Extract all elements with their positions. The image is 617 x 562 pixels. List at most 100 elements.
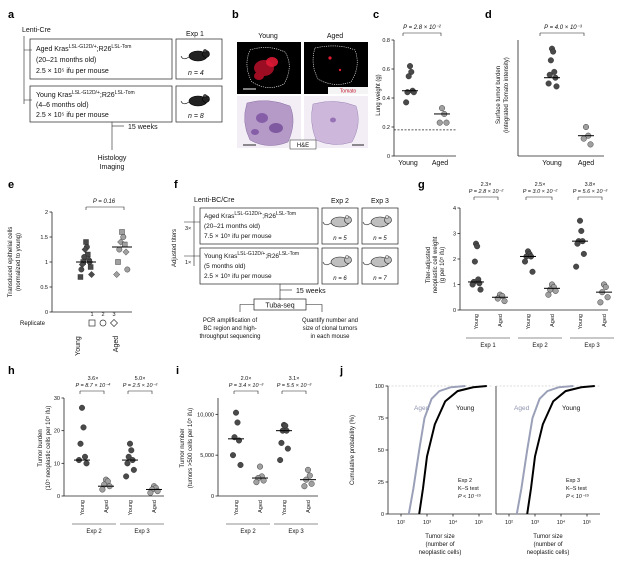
c-points: [402, 63, 450, 126]
h-ytick-label: 10: [54, 461, 60, 467]
e-legend-circle: [99, 319, 107, 327]
d-young-point: [547, 57, 554, 64]
d-aged-point: [583, 123, 590, 130]
i-young-point: [232, 409, 239, 416]
f-aged-exp2-mouse-icon: [322, 215, 352, 228]
d-points: [544, 45, 594, 148]
e-ytick-label: 1.5: [40, 235, 48, 241]
h-young-point: [81, 453, 88, 460]
e-point-diamond: [81, 246, 89, 253]
f-right-text-3: in each mouse: [310, 334, 350, 340]
g-young-point: [578, 227, 585, 234]
j-aged-label-1: Aged: [414, 405, 430, 412]
j-xlabel-1-a: Tumor size: [425, 534, 455, 540]
f-young-n3: n = 7: [373, 276, 387, 282]
j-curve-young: [418, 385, 487, 515]
g-xlabel-young: Young: [578, 314, 584, 329]
a-young-age: (4–6 months old): [36, 102, 89, 109]
h-ylabel-2: (10⁵ neoplastic cells per 10⁵ ifu): [45, 406, 52, 491]
e-point-diamond: [88, 271, 96, 278]
i-points: [228, 409, 316, 490]
e-xlabel-young: Young: [75, 336, 82, 356]
e-point-circle: [78, 266, 85, 273]
d-young-point: [551, 68, 558, 75]
e-point-diamond: [117, 238, 125, 246]
j-xlabel-2-b: (number of: [533, 542, 562, 548]
d-young-point: [553, 83, 560, 90]
j-xtick-label: 10²: [397, 520, 405, 526]
h-aged-point: [147, 489, 154, 496]
g-xlabel-aged: Aged: [550, 314, 556, 327]
e-point-circle: [120, 234, 127, 240]
j-young-label-2: Young: [562, 405, 581, 412]
g-exp-label: Exp 3: [584, 343, 600, 349]
e-point-circle: [116, 246, 123, 253]
g-young-point: [469, 281, 476, 288]
j-aged-label-2: Aged: [514, 405, 530, 412]
j-test-1: K–S test: [458, 486, 479, 492]
h-p-2: P = 2.5 × 10⁻³: [123, 383, 158, 389]
e-xlabel-aged: Aged: [113, 336, 120, 352]
g-ylabel-2: neoplastic cell weight: [433, 236, 439, 293]
j-p-1: P < 10⁻¹⁶: [458, 493, 482, 500]
c-ylabel: Lung weight (g): [376, 74, 382, 115]
g-young-point: [522, 258, 529, 265]
f-young-exp2-mouse-icon: [322, 255, 352, 268]
c-aged-point: [436, 119, 443, 126]
d-xlabel-aged: Aged: [578, 160, 594, 167]
d-pvalue: P = 4.0 × 10⁻³: [544, 25, 583, 31]
g-exp-label: Exp 2: [532, 343, 548, 349]
c-young-point: [405, 73, 412, 80]
c-xlabel-young: Young: [398, 160, 418, 167]
c-young-point: [408, 68, 415, 75]
f-aged-dose: 7.5 × 10⁵ ifu per mouse: [204, 233, 272, 240]
c-pvalue: P = 2.8 × 10⁻²: [403, 25, 442, 31]
d-ylabel-2: (integrated Tomato intensity): [504, 57, 510, 133]
i-young-point: [282, 422, 289, 429]
g-exp-label: Exp 1: [480, 343, 496, 349]
j-axes: 0 25 50 75 100 10² 10³ 10⁴ 10⁵ 10² 10³ 10⁴ 10⁵: [375, 384, 600, 526]
i-aged-point: [306, 472, 313, 479]
h-exp-label: Exp 3: [134, 529, 150, 535]
i-young-point: [237, 461, 244, 468]
j-ytick-label: 25: [378, 480, 384, 486]
f-aged-exp3-mouse-icon: [362, 215, 392, 228]
f-titers-label: Adjusted titers: [172, 229, 178, 267]
h-young-point: [124, 460, 131, 467]
f-mult-3: 3×: [185, 226, 191, 232]
e-replicate-label: Replicate: [20, 321, 46, 327]
g-axes: 0 1 2 3 4: [453, 206, 608, 314]
j-xtick-label: 10³: [423, 520, 431, 526]
panel-h: h Tumor burden (10⁵ neoplastic cells per…: [8, 365, 164, 535]
g-ytick-label: 1: [453, 283, 456, 289]
g-ylabel-1: Titer-adjusted: [426, 247, 432, 283]
h-ytick-label: 30: [54, 396, 60, 402]
f-right-text-1: Quantify number and: [302, 318, 358, 324]
h-p-1: P = 8.7 × 10⁻⁴: [75, 382, 111, 389]
h-young-point: [130, 466, 137, 473]
i-ytick-label: 10,000: [197, 412, 214, 418]
a-weeks: 15 weeks: [128, 124, 158, 131]
j-xlabel-2-a: Tumor size: [533, 534, 563, 540]
f-left-text-2: BC region and high-: [203, 326, 256, 332]
g-xlabels: Young Aged Exp 1 Young Aged Exp 2 Young Aged Exp…: [466, 314, 614, 349]
a-young-genotype: Young KrasLSL-G12D/+;R26LSL-Tom: [36, 90, 135, 99]
panel-i: i Tumor number (tumors >500 cells per 10…: [176, 365, 318, 535]
g-p-2: P = 3.0 × 10⁻²: [523, 189, 558, 195]
h-young-point: [78, 404, 85, 411]
j-xtick-label: 10²: [505, 520, 513, 526]
j-exp2-label: Exp 2: [458, 478, 472, 484]
a-aged-genotype: Aged KrasLSL-G12D/+;R26LSL-Tom: [36, 44, 131, 53]
h-ylabel-1: Tumor burden: [38, 429, 44, 466]
g-young-point: [471, 258, 478, 265]
f-young-box: [199, 247, 319, 285]
i-young-point: [284, 445, 291, 452]
a-aged-n: n = 4: [188, 70, 204, 77]
b-young-label: Young: [258, 33, 278, 40]
c-ytick-label: 0.6: [382, 67, 390, 73]
e-point-diamond: [122, 248, 130, 256]
a-aged-age: (20–21 months old): [36, 57, 96, 64]
a-exp-label: Exp 1: [186, 31, 204, 38]
e-ytick-label: 2: [45, 210, 48, 216]
